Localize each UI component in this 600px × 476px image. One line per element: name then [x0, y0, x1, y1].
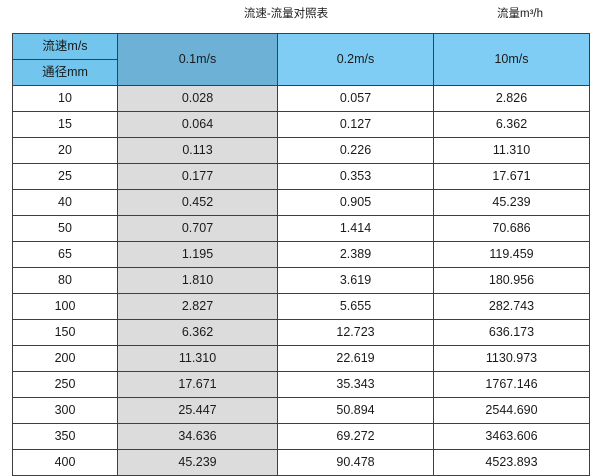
flow-table-wrapper: 流速m/s 0.1m/s 0.2m/s 10m/s 通径mm 10 0.028 0.057 2.… — [12, 33, 590, 476]
column-header-2[interactable]: 0.2m/s — [277, 33, 434, 86]
cell-flow-2: 35.343 — [277, 371, 434, 398]
cell-flow-1: 17.671 — [117, 371, 278, 398]
cell-flow-3: 70.686 — [433, 215, 590, 242]
cell-nominal-diameter: 400 — [12, 449, 118, 476]
table-row: 20 0.113 0.226 11.310 — [12, 137, 590, 164]
cell-flow-2: 0.127 — [277, 111, 434, 138]
cell-flow-2: 1.414 — [277, 215, 434, 242]
cell-flow-3: 4523.893 — [433, 449, 590, 476]
cell-flow-3: 119.459 — [433, 241, 590, 268]
column-header-1[interactable]: 0.1m/s — [117, 33, 278, 86]
flow-unit-label: 流量m³/h — [497, 8, 543, 20]
cell-flow-3: 1767.146 — [433, 371, 590, 398]
cell-nominal-diameter: 300 — [12, 397, 118, 424]
cell-flow-2: 12.723 — [277, 319, 434, 346]
cell-flow-1: 0.028 — [117, 85, 278, 112]
cell-flow-1: 0.452 — [117, 189, 278, 216]
table-header-row-top: 流速m/s 0.1m/s 0.2m/s 10m/s — [12, 33, 590, 86]
table-row: 200 11.310 22.619 1130.973 — [12, 345, 590, 372]
cell-flow-1: 11.310 — [117, 345, 278, 372]
table-row: 40 0.452 0.905 45.239 — [12, 189, 590, 216]
table-row: 65 1.195 2.389 119.459 — [12, 241, 590, 268]
cell-nominal-diameter: 15 — [12, 111, 118, 138]
cell-flow-3: 6.362 — [433, 111, 590, 138]
cell-flow-3: 1130.973 — [433, 345, 590, 372]
cell-flow-2: 5.655 — [277, 293, 434, 320]
cell-flow-2: 0.353 — [277, 163, 434, 190]
cell-flow-2: 0.905 — [277, 189, 434, 216]
cell-flow-2: 22.619 — [277, 345, 434, 372]
header-diameter-label: 通径mm — [12, 59, 118, 86]
table-row: 400 45.239 90.478 4523.893 — [12, 449, 590, 476]
cell-flow-1: 2.827 — [117, 293, 278, 320]
cell-nominal-diameter: 10 — [12, 85, 118, 112]
cell-flow-1: 1.195 — [117, 241, 278, 268]
cell-flow-1: 1.810 — [117, 267, 278, 294]
cell-nominal-diameter: 65 — [12, 241, 118, 268]
cell-flow-1: 34.636 — [117, 423, 278, 450]
cell-flow-3: 2544.690 — [433, 397, 590, 424]
cell-nominal-diameter: 150 — [12, 319, 118, 346]
cell-flow-3: 2.826 — [433, 85, 590, 112]
cell-flow-2: 50.894 — [277, 397, 434, 424]
cell-flow-2: 90.478 — [277, 449, 434, 476]
cell-flow-1: 25.447 — [117, 397, 278, 424]
cell-flow-2: 0.057 — [277, 85, 434, 112]
cell-flow-3: 180.956 — [433, 267, 590, 294]
flow-rate-table: 流速m/s 0.1m/s 0.2m/s 10m/s 通径mm 10 0.028 0.057 2.… — [12, 33, 590, 476]
table-row: 15 0.064 0.127 6.362 — [12, 111, 590, 138]
cell-flow-3: 17.671 — [433, 163, 590, 190]
table-title: 流速-流量对照表 — [243, 8, 329, 20]
table-row: 50 0.707 1.414 70.686 — [12, 215, 590, 242]
cell-nominal-diameter: 200 — [12, 345, 118, 372]
column-header-3[interactable]: 10m/s — [433, 33, 590, 86]
cell-flow-2: 69.272 — [277, 423, 434, 450]
table-row: 350 34.636 69.272 3463.606 — [12, 423, 590, 450]
table-row: 250 17.671 35.343 1767.146 — [12, 371, 590, 398]
caption-band: 流速-流量对照表 流量m³/h — [0, 0, 600, 32]
table-row: 100 2.827 5.655 282.743 — [12, 293, 590, 320]
cell-flow-1: 6.362 — [117, 319, 278, 346]
table-row: 150 6.362 12.723 636.173 — [12, 319, 590, 346]
cell-flow-3: 282.743 — [433, 293, 590, 320]
cell-nominal-diameter: 350 — [12, 423, 118, 450]
cell-flow-3: 3463.606 — [433, 423, 590, 450]
header-velocity-label: 流速m/s — [12, 33, 118, 60]
cell-flow-2: 0.226 — [277, 137, 434, 164]
cell-flow-3: 636.173 — [433, 319, 590, 346]
table-row: 300 25.447 50.894 2544.690 — [12, 397, 590, 424]
cell-nominal-diameter: 40 — [12, 189, 118, 216]
cell-flow-1: 0.707 — [117, 215, 278, 242]
cell-nominal-diameter: 50 — [12, 215, 118, 242]
cell-flow-1: 0.177 — [117, 163, 278, 190]
table-row: 80 1.810 3.619 180.956 — [12, 267, 590, 294]
cell-flow-3: 11.310 — [433, 137, 590, 164]
cell-flow-2: 3.619 — [277, 267, 434, 294]
table-row: 25 0.177 0.353 17.671 — [12, 163, 590, 190]
table-header-row-bottom: 通径mm — [12, 59, 590, 86]
cell-flow-1: 0.113 — [117, 137, 278, 164]
table-row: 10 0.028 0.057 2.826 — [12, 85, 590, 112]
cell-nominal-diameter: 100 — [12, 293, 118, 320]
cell-nominal-diameter: 20 — [12, 137, 118, 164]
cell-flow-1: 45.239 — [117, 449, 278, 476]
cell-nominal-diameter: 80 — [12, 267, 118, 294]
cell-nominal-diameter: 250 — [12, 371, 118, 398]
cell-flow-3: 45.239 — [433, 189, 590, 216]
cell-flow-1: 0.064 — [117, 111, 278, 138]
cell-nominal-diameter: 25 — [12, 163, 118, 190]
cell-flow-2: 2.389 — [277, 241, 434, 268]
